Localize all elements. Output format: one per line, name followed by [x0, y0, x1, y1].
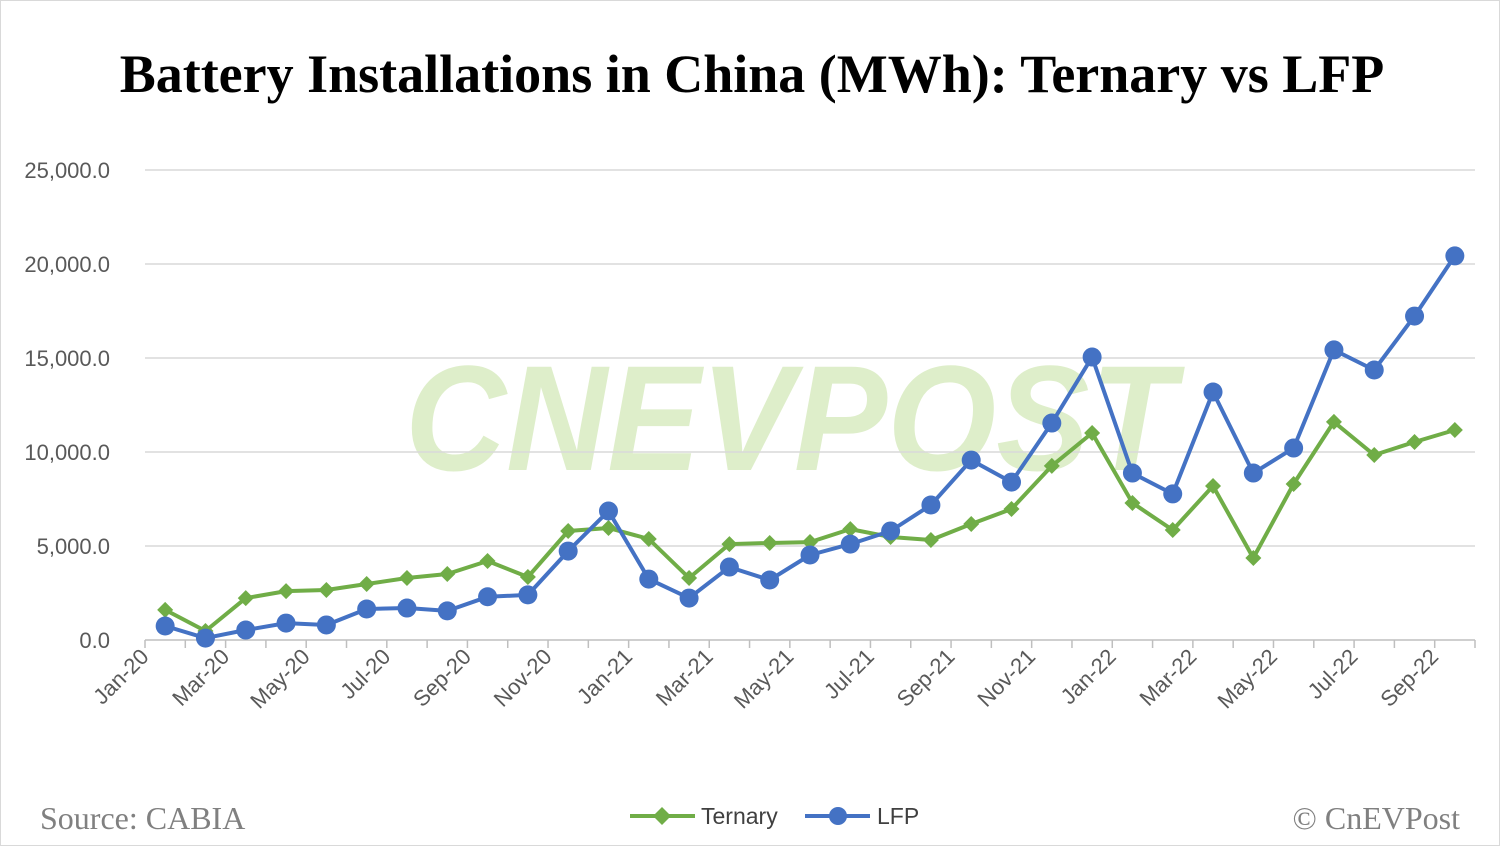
data-point-lfp: [1163, 484, 1183, 504]
data-point-ternary: [1205, 478, 1222, 495]
data-point-lfp: [236, 620, 256, 640]
data-point-lfp: [155, 616, 175, 636]
data-point-lfp: [558, 541, 578, 561]
gridlines: [145, 169, 1475, 547]
data-point-lfp: [1445, 246, 1465, 266]
data-point-lfp: [639, 569, 659, 589]
y-tick-label: 0.0: [79, 628, 110, 653]
legend-item-lfp[interactable]: LFP: [805, 803, 919, 829]
y-tick-label: 10,000.0: [24, 440, 110, 465]
data-point-ternary: [1164, 522, 1181, 539]
data-point-lfp: [1284, 438, 1304, 458]
data-point-ternary: [1003, 500, 1020, 517]
data-point-ternary: [157, 601, 174, 618]
y-tick-label: 5,000.0: [37, 534, 110, 559]
data-point-ternary: [600, 519, 617, 536]
chart-title: Battery Installations in China (MWh): Te…: [120, 44, 1385, 104]
source-label: Source: CABIA: [40, 800, 245, 836]
data-point-lfp: [800, 545, 820, 565]
data-point-ternary: [922, 531, 939, 548]
data-point-lfp: [437, 601, 457, 621]
data-point-ternary: [640, 531, 657, 548]
data-point-ternary: [278, 583, 295, 600]
data-point-ternary: [721, 536, 738, 553]
data-point-ternary: [1406, 434, 1423, 451]
data-point-ternary: [963, 516, 980, 533]
data-point-ternary: [560, 522, 577, 539]
series-group: [155, 246, 1465, 648]
data-point-lfp: [478, 587, 498, 607]
data-point-ternary: [802, 534, 818, 551]
data-point-ternary: [681, 569, 698, 586]
data-point-lfp: [881, 521, 901, 541]
data-point-lfp: [961, 450, 981, 470]
data-point-lfp: [276, 613, 296, 633]
data-point-ternary: [1043, 457, 1060, 474]
series-lfp: [155, 246, 1465, 648]
data-point-lfp: [1042, 413, 1062, 433]
y-axis-ticks: 0.0 5,000.0 10,000.0 15,000.0 20,000.0 25,000…: [24, 158, 110, 653]
data-point-ternary: [1245, 550, 1262, 567]
data-point-ternary: [358, 575, 375, 592]
data-point-ternary: [318, 581, 335, 598]
legend-item-ternary[interactable]: Ternary: [630, 803, 778, 829]
data-point-lfp: [719, 557, 739, 577]
data-point-lfp: [1364, 360, 1384, 380]
data-point-lfp: [679, 588, 699, 608]
data-point-ternary: [1084, 425, 1101, 442]
data-point-lfp: [1405, 306, 1425, 326]
data-point-ternary: [519, 569, 536, 586]
data-point-lfp: [1243, 463, 1263, 483]
legend: Ternary LFP: [630, 803, 919, 829]
data-point-lfp: [921, 495, 941, 515]
data-point-lfp: [195, 628, 215, 648]
data-point-ternary: [1325, 413, 1342, 430]
copyright-label: © CnEVPost: [1293, 800, 1461, 836]
legend-ternary-diamond-icon: [653, 807, 671, 825]
watermark-logo: CNEVPOST: [405, 334, 1186, 502]
y-tick-label: 20,000.0: [24, 252, 110, 277]
legend-lfp-label: LFP: [877, 803, 919, 829]
data-point-lfp: [598, 501, 618, 521]
data-point-ternary: [761, 534, 778, 551]
data-point-ternary: [237, 590, 254, 607]
data-point-lfp: [397, 598, 417, 618]
data-point-lfp: [1122, 463, 1142, 483]
data-point-ternary: [1285, 475, 1302, 492]
data-point-ternary: [439, 566, 456, 583]
series-ternary: [157, 413, 1463, 639]
data-point-ternary: [398, 569, 415, 586]
data-point-lfp: [1324, 340, 1344, 360]
data-point-lfp: [1082, 347, 1102, 367]
data-point-ternary: [1446, 422, 1463, 439]
data-point-lfp: [518, 585, 538, 605]
data-point-lfp: [840, 534, 860, 554]
data-point-lfp: [316, 615, 336, 635]
legend-ternary-label: Ternary: [701, 803, 778, 829]
data-point-lfp: [1203, 382, 1223, 402]
data-point-lfp: [357, 599, 377, 619]
y-tick-label: 15,000.0: [24, 346, 110, 371]
data-point-ternary: [1366, 447, 1383, 464]
legend-lfp-circle-icon: [829, 807, 847, 825]
data-point-ternary: [479, 553, 496, 570]
data-point-ternary: [842, 521, 859, 538]
data-point-lfp: [760, 570, 780, 590]
y-tick-label: 25,000.0: [24, 158, 110, 183]
data-point-lfp: [1002, 472, 1022, 492]
data-point-ternary: [1124, 494, 1141, 511]
